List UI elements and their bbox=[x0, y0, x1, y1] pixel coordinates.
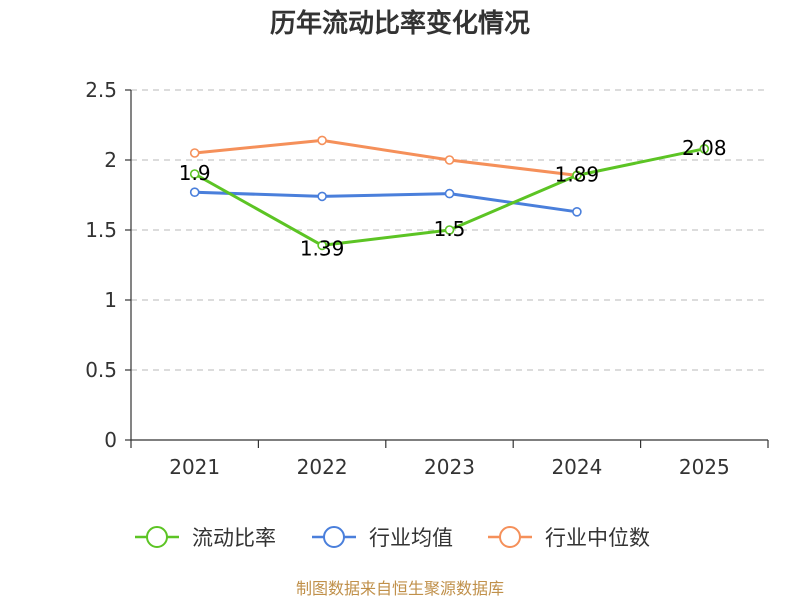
series-line bbox=[193, 190, 579, 214]
y-tick-label: 0.5 bbox=[85, 358, 117, 382]
data-label: 1.9 bbox=[179, 161, 211, 185]
x-tick-label: 2022 bbox=[297, 455, 348, 479]
data-point bbox=[444, 155, 455, 165]
legend-item-0: 流动比率 bbox=[135, 526, 276, 550]
data-point bbox=[444, 225, 455, 235]
data-point bbox=[317, 191, 327, 202]
legend-label: 行业中位数 bbox=[545, 526, 650, 550]
x-tick-label: 2025 bbox=[679, 455, 730, 479]
legend-marker bbox=[323, 526, 345, 548]
data-point bbox=[699, 144, 710, 154]
series-1 bbox=[189, 187, 582, 217]
data-point bbox=[572, 207, 582, 217]
x-tick-label: 2023 bbox=[424, 455, 475, 479]
x-tick-label: 2024 bbox=[551, 455, 602, 479]
y-tick-label: 1 bbox=[104, 288, 117, 312]
legend-item-2: 行业中位数 bbox=[488, 526, 650, 550]
series-line bbox=[193, 138, 579, 177]
data-point bbox=[189, 187, 200, 197]
legend-label: 流动比率 bbox=[192, 526, 276, 550]
y-tick-label: 2 bbox=[104, 148, 117, 172]
data-label: 2.08 bbox=[682, 136, 727, 160]
y-tick-label: 2.5 bbox=[85, 78, 117, 102]
axis-layer: 0 0.5 1 1.5 2 2.5 2021 2022 2023 2024 2025 bbox=[85, 78, 769, 479]
chart-title: 历年流动比率变化情况 bbox=[270, 8, 530, 39]
x-tick-label: 2021 bbox=[169, 455, 220, 479]
data-label: 1.5 bbox=[434, 217, 466, 241]
data-point bbox=[444, 188, 455, 199]
data-point bbox=[572, 170, 582, 181]
y-tick-label: 1.5 bbox=[85, 218, 117, 242]
series-layer bbox=[189, 135, 710, 251]
legend-item-1: 行业均值 bbox=[312, 526, 453, 550]
data-label: 1.89 bbox=[555, 162, 600, 186]
data-point bbox=[189, 148, 200, 158]
legend-marker bbox=[146, 526, 168, 548]
data-point bbox=[317, 240, 327, 251]
series-2 bbox=[189, 135, 582, 181]
data-label: 1.39 bbox=[300, 236, 345, 260]
series-0 bbox=[189, 144, 710, 251]
label-layer: 1.9 1.39 1.5 1.89 2.08 bbox=[179, 136, 727, 261]
y-tick-label: 0 bbox=[104, 428, 117, 452]
legend-label: 行业均值 bbox=[369, 526, 453, 550]
legend-marker bbox=[499, 526, 521, 548]
grid-layer bbox=[131, 89, 768, 371]
source-note: 制图数据来自恒生聚源数据库 bbox=[296, 579, 504, 598]
legend: 流动比率 行业均值 行业中位数 bbox=[135, 526, 650, 550]
data-point bbox=[317, 135, 327, 146]
data-point bbox=[189, 169, 200, 179]
